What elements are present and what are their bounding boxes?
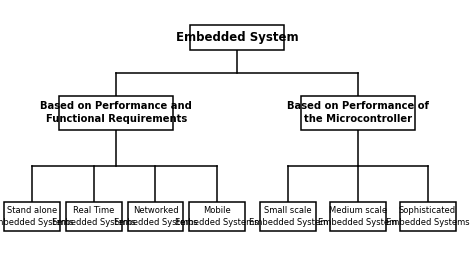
Text: Embedded System: Embedded System	[176, 31, 298, 44]
Text: Real Time
Embedded Systems: Real Time Embedded Systems	[52, 206, 136, 227]
FancyBboxPatch shape	[301, 96, 415, 130]
Text: Based on Performance of
the Microcontroller: Based on Performance of the Microcontrol…	[287, 101, 429, 124]
FancyBboxPatch shape	[190, 25, 284, 50]
Text: Based on Performance and
Functional Requirements: Based on Performance and Functional Requ…	[40, 101, 192, 124]
Text: Medium scale
Embedded System: Medium scale Embedded System	[318, 206, 398, 227]
FancyBboxPatch shape	[260, 202, 316, 231]
Text: Mobile
Embedded Systems: Mobile Embedded Systems	[175, 206, 259, 227]
Text: Sophisticated
Embedded Systems: Sophisticated Embedded Systems	[386, 206, 469, 227]
FancyBboxPatch shape	[400, 202, 456, 231]
FancyBboxPatch shape	[330, 202, 386, 231]
Text: Networked
Embedded Systems: Networked Embedded Systems	[114, 206, 197, 227]
FancyBboxPatch shape	[66, 202, 122, 231]
Text: Small scale
Embedded System: Small scale Embedded System	[248, 206, 328, 227]
Text: Stand alone
Embedded Systems: Stand alone Embedded Systems	[0, 206, 74, 227]
FancyBboxPatch shape	[189, 202, 245, 231]
FancyBboxPatch shape	[4, 202, 60, 231]
FancyBboxPatch shape	[128, 202, 183, 231]
FancyBboxPatch shape	[59, 96, 173, 130]
